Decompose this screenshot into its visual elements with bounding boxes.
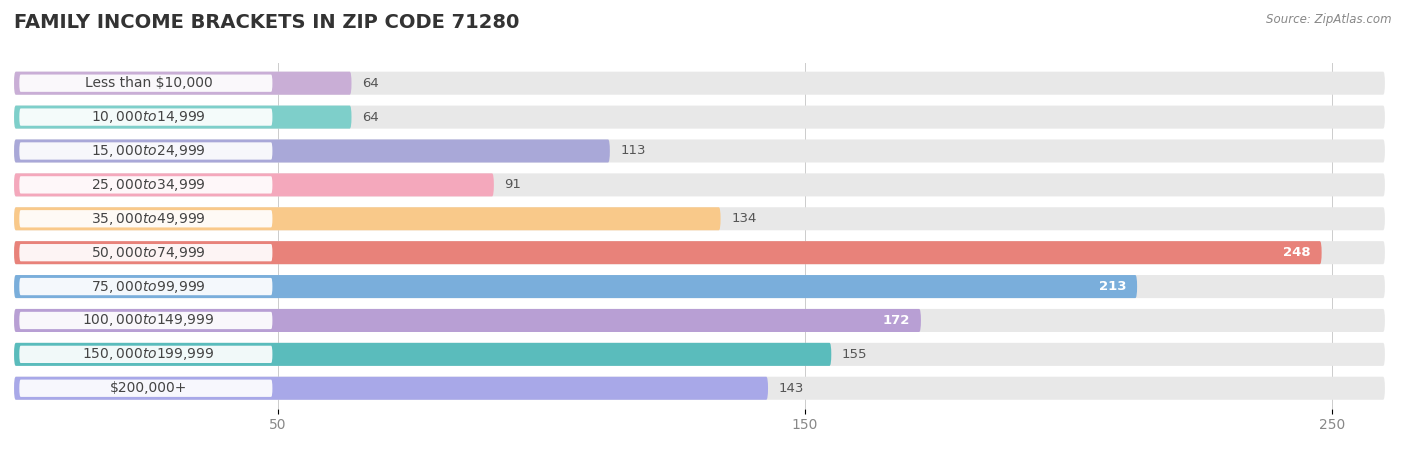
- FancyBboxPatch shape: [20, 176, 273, 194]
- FancyBboxPatch shape: [14, 275, 1137, 298]
- FancyBboxPatch shape: [14, 140, 1385, 163]
- FancyBboxPatch shape: [20, 379, 273, 397]
- Text: $15,000 to $24,999: $15,000 to $24,999: [91, 143, 205, 159]
- Text: $75,000 to $99,999: $75,000 to $99,999: [91, 278, 205, 295]
- FancyBboxPatch shape: [20, 312, 273, 329]
- Text: 213: 213: [1099, 280, 1126, 293]
- FancyBboxPatch shape: [20, 244, 273, 261]
- FancyBboxPatch shape: [20, 142, 273, 160]
- FancyBboxPatch shape: [14, 173, 494, 196]
- Text: 64: 64: [363, 110, 378, 123]
- Text: FAMILY INCOME BRACKETS IN ZIP CODE 71280: FAMILY INCOME BRACKETS IN ZIP CODE 71280: [14, 13, 519, 32]
- Text: $100,000 to $149,999: $100,000 to $149,999: [83, 313, 215, 329]
- FancyBboxPatch shape: [20, 278, 273, 295]
- FancyBboxPatch shape: [14, 343, 831, 366]
- Text: $25,000 to $34,999: $25,000 to $34,999: [91, 177, 205, 193]
- FancyBboxPatch shape: [14, 241, 1385, 264]
- FancyBboxPatch shape: [14, 309, 1385, 332]
- FancyBboxPatch shape: [14, 106, 352, 128]
- FancyBboxPatch shape: [20, 109, 273, 126]
- Text: 155: 155: [842, 348, 868, 361]
- FancyBboxPatch shape: [14, 207, 721, 230]
- FancyBboxPatch shape: [14, 72, 1385, 95]
- FancyBboxPatch shape: [14, 241, 1322, 264]
- Text: 113: 113: [620, 145, 645, 158]
- Text: $200,000+: $200,000+: [110, 381, 187, 395]
- FancyBboxPatch shape: [14, 140, 610, 163]
- Text: $50,000 to $74,999: $50,000 to $74,999: [91, 245, 205, 261]
- Text: 64: 64: [363, 77, 378, 90]
- FancyBboxPatch shape: [14, 343, 1385, 366]
- FancyBboxPatch shape: [14, 275, 1385, 298]
- FancyBboxPatch shape: [14, 207, 1385, 230]
- FancyBboxPatch shape: [14, 72, 352, 95]
- Text: Source: ZipAtlas.com: Source: ZipAtlas.com: [1267, 13, 1392, 26]
- FancyBboxPatch shape: [14, 309, 921, 332]
- Text: 248: 248: [1284, 246, 1312, 259]
- Text: 134: 134: [731, 212, 756, 225]
- Text: 91: 91: [505, 178, 522, 191]
- FancyBboxPatch shape: [20, 210, 273, 228]
- Text: $10,000 to $14,999: $10,000 to $14,999: [91, 109, 205, 125]
- Text: $35,000 to $49,999: $35,000 to $49,999: [91, 211, 205, 227]
- Text: $150,000 to $199,999: $150,000 to $199,999: [83, 346, 215, 362]
- FancyBboxPatch shape: [20, 346, 273, 363]
- FancyBboxPatch shape: [14, 377, 1385, 400]
- FancyBboxPatch shape: [14, 173, 1385, 196]
- FancyBboxPatch shape: [14, 106, 1385, 128]
- FancyBboxPatch shape: [14, 377, 768, 400]
- Text: 143: 143: [779, 382, 804, 395]
- Text: 172: 172: [883, 314, 911, 327]
- Text: Less than $10,000: Less than $10,000: [84, 76, 212, 90]
- FancyBboxPatch shape: [20, 75, 273, 92]
